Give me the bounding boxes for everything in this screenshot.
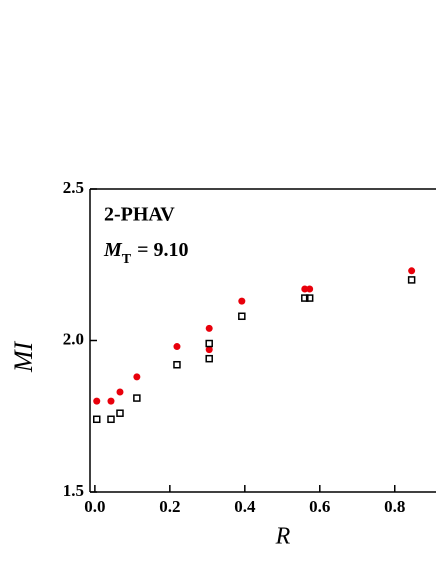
point	[133, 373, 141, 381]
point	[205, 354, 213, 363]
point	[93, 397, 101, 405]
point	[205, 324, 213, 332]
point	[301, 285, 309, 293]
point	[107, 415, 115, 424]
y-tick-label: 2.0	[63, 329, 84, 348]
parameter-text: = 9.10	[137, 239, 188, 261]
y-tick-label: 1.5	[63, 481, 84, 500]
x-axis-label: R	[275, 524, 291, 550]
annotation: 2-PHAV	[104, 204, 175, 226]
point	[301, 294, 309, 302]
point	[133, 394, 141, 402]
point	[92, 415, 101, 424]
y-axis-label: MI	[9, 341, 38, 374]
point	[173, 343, 181, 351]
parameter-subscript: T	[122, 252, 132, 267]
point	[173, 360, 181, 369]
point	[205, 346, 213, 354]
point	[116, 409, 124, 417]
point	[238, 297, 246, 305]
parameter: MT = 9.10	[103, 239, 189, 268]
parameter-symbol: M	[103, 239, 123, 261]
point	[238, 312, 246, 321]
point	[306, 285, 314, 293]
point	[408, 267, 416, 275]
point	[107, 397, 115, 405]
point	[116, 388, 124, 396]
x-tick-label: 0.2	[159, 497, 180, 516]
x-tick-label: 0.8	[384, 497, 405, 516]
point	[205, 339, 213, 348]
y-tick-label: 2.5	[63, 178, 84, 197]
point	[305, 294, 314, 302]
x-tick-label: 0.0	[84, 497, 105, 516]
x-tick-label: 0.4	[234, 497, 256, 516]
point	[407, 276, 416, 284]
x-tick-label: 0.6	[309, 497, 330, 516]
